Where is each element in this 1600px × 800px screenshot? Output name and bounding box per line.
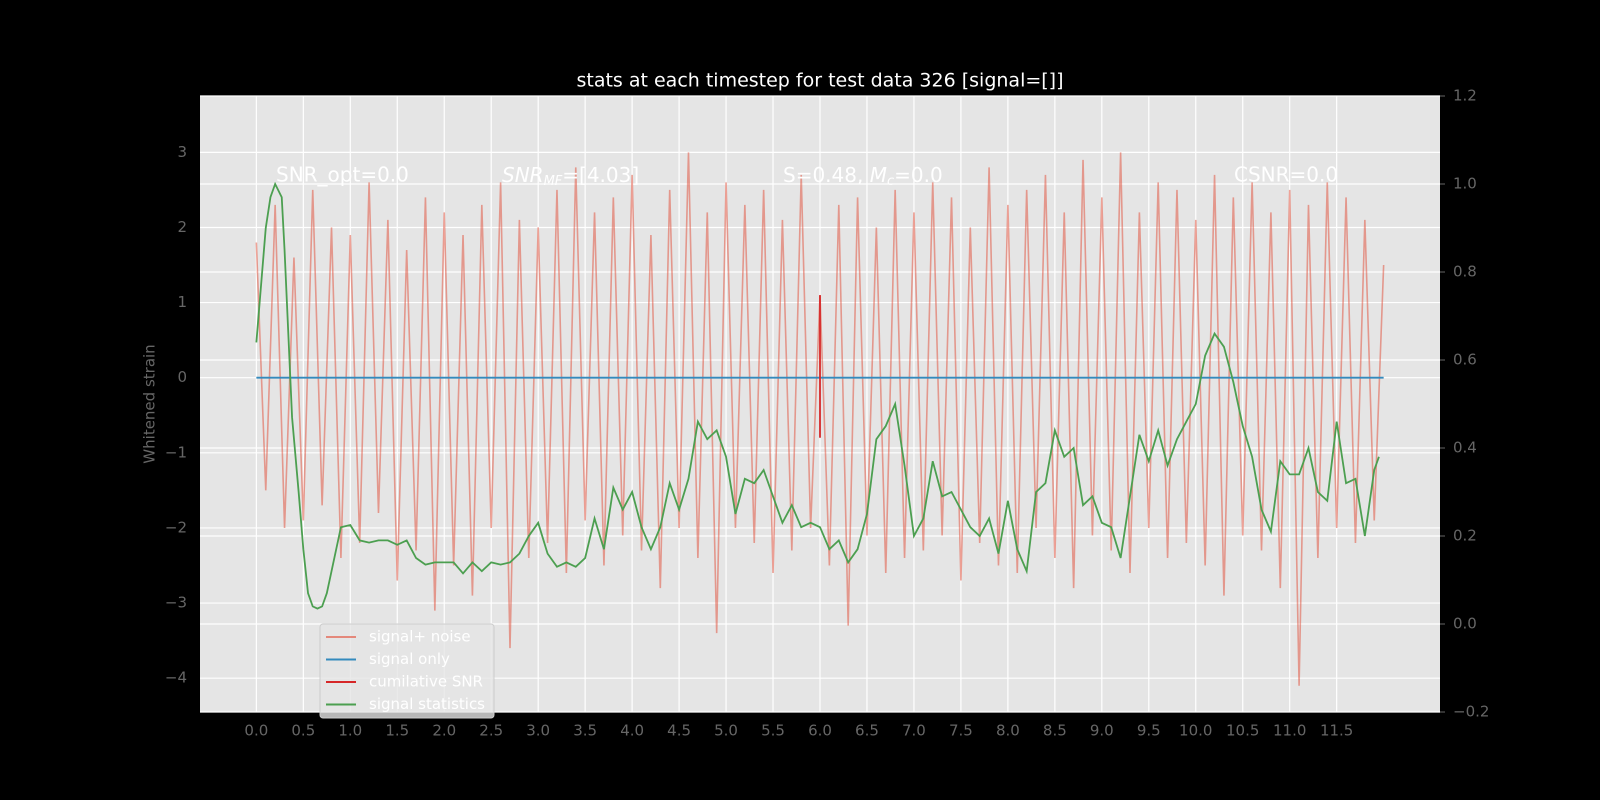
series-line: [255, 181, 1380, 610]
y-tick-label: 2: [177, 218, 187, 236]
annotation-part: SNR: [502, 163, 544, 187]
y2-tick-label: 0.8: [1453, 263, 1477, 281]
x-tick-label: 8.5: [1043, 722, 1067, 740]
x-tick-label: 6.5: [855, 722, 879, 740]
y-tick-label: −4: [165, 669, 187, 687]
x-tick-label: 7.0: [902, 722, 926, 740]
x-tick-label: 5.5: [761, 722, 785, 740]
x-tick-label: 11.0: [1273, 722, 1306, 740]
x-tick-label: 2.5: [479, 722, 503, 740]
y2-tick-label: 0.0: [1453, 615, 1477, 633]
annotation-part: S=0.48,: [783, 163, 870, 187]
x-tick-label: 8.0: [996, 722, 1020, 740]
y-tick-label: −1: [165, 443, 187, 461]
x-tick-label: 11.5: [1320, 722, 1353, 740]
legend-label: signal statistics: [369, 695, 485, 713]
legend-label: cumilative SNR: [369, 673, 483, 691]
annotation-part: M: [870, 163, 887, 187]
annotation-part: =0.0: [894, 163, 943, 187]
y2-tick-label: 1.2: [1453, 87, 1477, 105]
x-tick-label: 3.5: [573, 722, 597, 740]
annotation-part: =[4.03]: [562, 163, 639, 187]
y2-tick-label: 0.6: [1453, 351, 1477, 369]
x-tick-label: 4.0: [620, 722, 644, 740]
y-tick-label: 0: [177, 368, 187, 386]
y2-tick-label: −0.2: [1453, 703, 1489, 721]
x-tick-label: 9.0: [1090, 722, 1114, 740]
x-tick-label: 10.0: [1179, 722, 1212, 740]
x-tick-label: 9.5: [1137, 722, 1161, 740]
annotation: SNRMF=[4.03]: [502, 163, 639, 189]
y-axis-label: Whitened strain: [141, 344, 159, 463]
annotation: S=0.48, Mc=0.0: [783, 163, 943, 189]
x-tick-label: 3.0: [526, 722, 550, 740]
y2-tick-label: 0.4: [1453, 439, 1477, 457]
annotation-part: c: [887, 174, 894, 189]
legend-box: [319, 623, 495, 719]
x-tick-label: 6.0: [808, 722, 832, 740]
y2-tick-label: 1.0: [1453, 175, 1477, 193]
y-tick-label: −3: [165, 594, 187, 612]
annotation: SNR_opt=0.0: [276, 163, 409, 187]
y2-tick-label: 0.2: [1453, 527, 1477, 545]
x-tick-label: 1.5: [385, 722, 409, 740]
annotation-part: MF: [544, 174, 563, 189]
legend-label: signal+ noise: [369, 628, 471, 646]
x-tick-label: 0.0: [244, 722, 268, 740]
y-tick-label: −2: [165, 518, 187, 536]
y-tick-label: 3: [177, 143, 187, 161]
x-tick-label: 7.5: [949, 722, 973, 740]
x-tick-label: 4.5: [667, 722, 691, 740]
annotation: CSNR=0.0: [1234, 163, 1338, 187]
x-tick-label: 2.0: [432, 722, 456, 740]
x-tick-label: 5.0: [714, 722, 738, 740]
chart-title: stats at each timestep for test data 326…: [576, 70, 1063, 92]
x-tick-label: 0.5: [291, 722, 315, 740]
x-tick-label: 10.5: [1226, 722, 1259, 740]
y-tick-label: 1: [177, 293, 187, 311]
x-tick-label: 1.0: [338, 722, 362, 740]
legend-label: signal only: [369, 650, 450, 668]
